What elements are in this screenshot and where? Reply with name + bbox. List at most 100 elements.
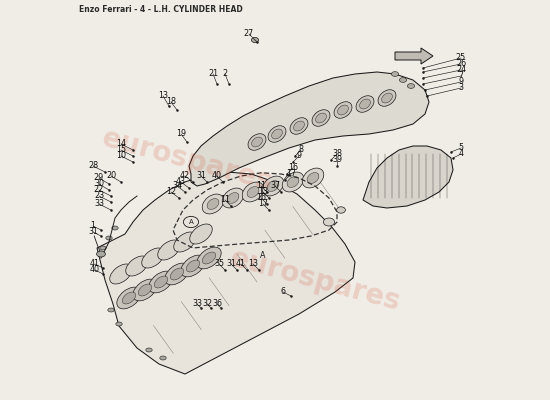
Ellipse shape — [122, 292, 136, 304]
Text: 34: 34 — [172, 182, 182, 190]
Text: 41: 41 — [90, 260, 100, 268]
Text: 33: 33 — [94, 200, 104, 208]
Text: 22: 22 — [94, 186, 104, 194]
Text: 40: 40 — [90, 266, 100, 274]
Ellipse shape — [112, 226, 118, 230]
Text: 1: 1 — [91, 222, 96, 230]
Ellipse shape — [202, 252, 216, 264]
Ellipse shape — [294, 121, 304, 131]
Ellipse shape — [323, 218, 334, 226]
Ellipse shape — [133, 279, 157, 301]
Text: 32: 32 — [202, 300, 212, 308]
Ellipse shape — [272, 129, 282, 139]
Text: 13: 13 — [158, 92, 168, 100]
Text: 14: 14 — [116, 140, 126, 148]
Ellipse shape — [116, 322, 122, 326]
Text: 5: 5 — [459, 144, 464, 152]
Ellipse shape — [197, 247, 221, 269]
Ellipse shape — [307, 172, 319, 184]
Ellipse shape — [165, 263, 189, 285]
Text: 12: 12 — [166, 188, 176, 196]
Text: 41: 41 — [236, 260, 246, 268]
Ellipse shape — [302, 168, 324, 188]
Text: 21: 21 — [208, 70, 218, 78]
Ellipse shape — [408, 84, 415, 88]
Text: 36: 36 — [212, 300, 222, 308]
Text: 31: 31 — [226, 260, 236, 268]
Ellipse shape — [334, 102, 352, 118]
Text: 37: 37 — [270, 182, 280, 190]
Text: 2: 2 — [222, 70, 228, 78]
Ellipse shape — [222, 188, 244, 208]
Text: 31: 31 — [88, 228, 98, 236]
Ellipse shape — [290, 118, 308, 134]
Ellipse shape — [186, 260, 200, 272]
Text: 15: 15 — [116, 146, 126, 154]
Text: 31: 31 — [196, 172, 206, 180]
Text: 3: 3 — [459, 84, 464, 92]
Text: 19: 19 — [176, 130, 186, 138]
Text: 29: 29 — [94, 174, 104, 182]
Ellipse shape — [227, 192, 239, 204]
Text: 8: 8 — [299, 146, 304, 154]
Ellipse shape — [142, 248, 164, 268]
Ellipse shape — [100, 246, 106, 250]
Ellipse shape — [338, 105, 348, 115]
Text: Enzo Ferrari - 4 - L.H. CYLINDER HEAD: Enzo Ferrari - 4 - L.H. CYLINDER HEAD — [79, 5, 243, 14]
Text: 6: 6 — [280, 288, 285, 296]
Polygon shape — [363, 146, 453, 208]
Text: 25: 25 — [456, 54, 466, 62]
Ellipse shape — [146, 348, 152, 352]
Ellipse shape — [108, 308, 114, 312]
Text: 18: 18 — [166, 98, 176, 106]
Ellipse shape — [158, 240, 180, 260]
Text: eurospares: eurospares — [227, 244, 404, 316]
Ellipse shape — [287, 176, 299, 188]
Ellipse shape — [360, 99, 370, 109]
Ellipse shape — [174, 232, 196, 252]
Text: 24: 24 — [456, 66, 466, 74]
Ellipse shape — [170, 268, 184, 280]
Text: 7: 7 — [459, 72, 464, 80]
Text: 16: 16 — [256, 194, 266, 202]
Ellipse shape — [248, 134, 266, 150]
Text: 38: 38 — [332, 150, 342, 158]
Ellipse shape — [268, 126, 286, 142]
Ellipse shape — [337, 207, 345, 213]
Ellipse shape — [382, 93, 392, 103]
Ellipse shape — [312, 110, 330, 126]
Ellipse shape — [267, 180, 279, 192]
Text: 35: 35 — [214, 260, 224, 268]
Text: 26: 26 — [456, 60, 466, 68]
Text: 13: 13 — [248, 260, 258, 268]
Text: A: A — [189, 219, 194, 225]
Text: 30: 30 — [94, 180, 104, 188]
Text: 11: 11 — [220, 196, 230, 204]
Ellipse shape — [190, 224, 212, 244]
Ellipse shape — [242, 182, 264, 202]
Text: 42: 42 — [180, 172, 190, 180]
Ellipse shape — [399, 78, 406, 82]
Ellipse shape — [202, 194, 224, 214]
Ellipse shape — [282, 172, 304, 192]
Text: 33: 33 — [192, 300, 202, 308]
Ellipse shape — [110, 264, 132, 284]
Text: eurospares: eurospares — [98, 124, 276, 196]
Text: 39: 39 — [332, 156, 342, 164]
Ellipse shape — [138, 284, 152, 296]
Text: 17: 17 — [286, 170, 296, 178]
Ellipse shape — [251, 37, 258, 43]
Text: 16: 16 — [288, 164, 298, 172]
Polygon shape — [97, 172, 355, 374]
Ellipse shape — [181, 255, 205, 277]
Ellipse shape — [155, 276, 168, 288]
Ellipse shape — [247, 186, 259, 198]
Ellipse shape — [117, 287, 141, 309]
Ellipse shape — [316, 113, 326, 123]
Ellipse shape — [106, 236, 112, 240]
Text: 11: 11 — [256, 182, 266, 190]
Text: 23: 23 — [94, 192, 104, 200]
Ellipse shape — [392, 72, 399, 76]
Polygon shape — [189, 72, 429, 186]
Ellipse shape — [356, 96, 374, 112]
